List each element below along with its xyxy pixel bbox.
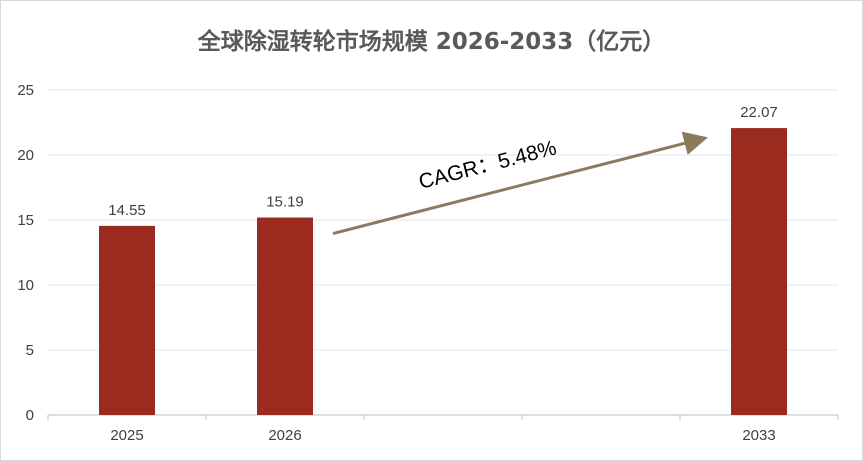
- bar-2033: [731, 128, 787, 415]
- y-tick-label: 20: [17, 147, 34, 164]
- cagr-annotation: CAGR：5.48%: [416, 136, 559, 193]
- chart-title: 全球除湿转轮市场规模 2026-2033（亿元）: [197, 29, 666, 55]
- data-label: 15.19: [266, 194, 304, 211]
- y-tick-label: 15: [17, 212, 34, 229]
- data-label: 22.07: [740, 104, 778, 121]
- y-tick-label: 25: [17, 82, 34, 99]
- y-tick-label: 5: [26, 342, 34, 359]
- x-tick-label: 2025: [110, 427, 143, 444]
- bar-2026: [257, 217, 313, 415]
- y-tick-label: 10: [17, 277, 34, 294]
- data-label: 14.55: [108, 202, 146, 219]
- x-tick-label: 2033: [742, 427, 775, 444]
- y-tick-label: 0: [26, 407, 34, 424]
- cagr-arrow: [332, 131, 708, 235]
- x-tick-label: 2026: [268, 427, 301, 444]
- bar-2025: [99, 225, 155, 415]
